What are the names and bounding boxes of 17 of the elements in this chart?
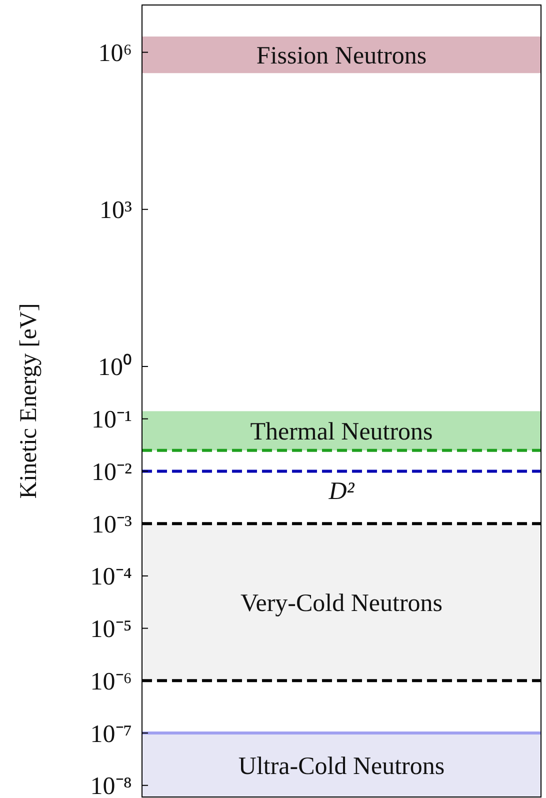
y-axis-title: Kinetic Energy [eV] (16, 303, 42, 499)
y-tick-label: 10⁻⁸ (90, 773, 132, 798)
y-tick-label: 10⁻⁵ (90, 616, 132, 644)
y-tick-label: 10⁻¹ (92, 406, 132, 434)
y-tick-label: 10⁻³ (92, 511, 132, 538)
ref-line-label: D² (328, 478, 355, 506)
y-tick-label: 10⁻⁷ (90, 720, 132, 748)
band-label: Fission Neutrons (256, 42, 427, 70)
y-tick-label: 10⁻⁶ (90, 668, 132, 696)
band-label: Thermal Neutrons (250, 418, 433, 446)
y-tick-label: 10⁻⁴ (90, 564, 132, 591)
y-tick-label: 10⁶ (98, 40, 132, 68)
band-label: Very-Cold Neutrons (240, 590, 443, 617)
band-label: Ultra-Cold Neutrons (238, 752, 445, 780)
y-tick-label: 10⁰ (98, 353, 132, 382)
y-tick-label: 10⁻² (92, 458, 132, 486)
y-tick-label: 10³ (100, 197, 132, 224)
